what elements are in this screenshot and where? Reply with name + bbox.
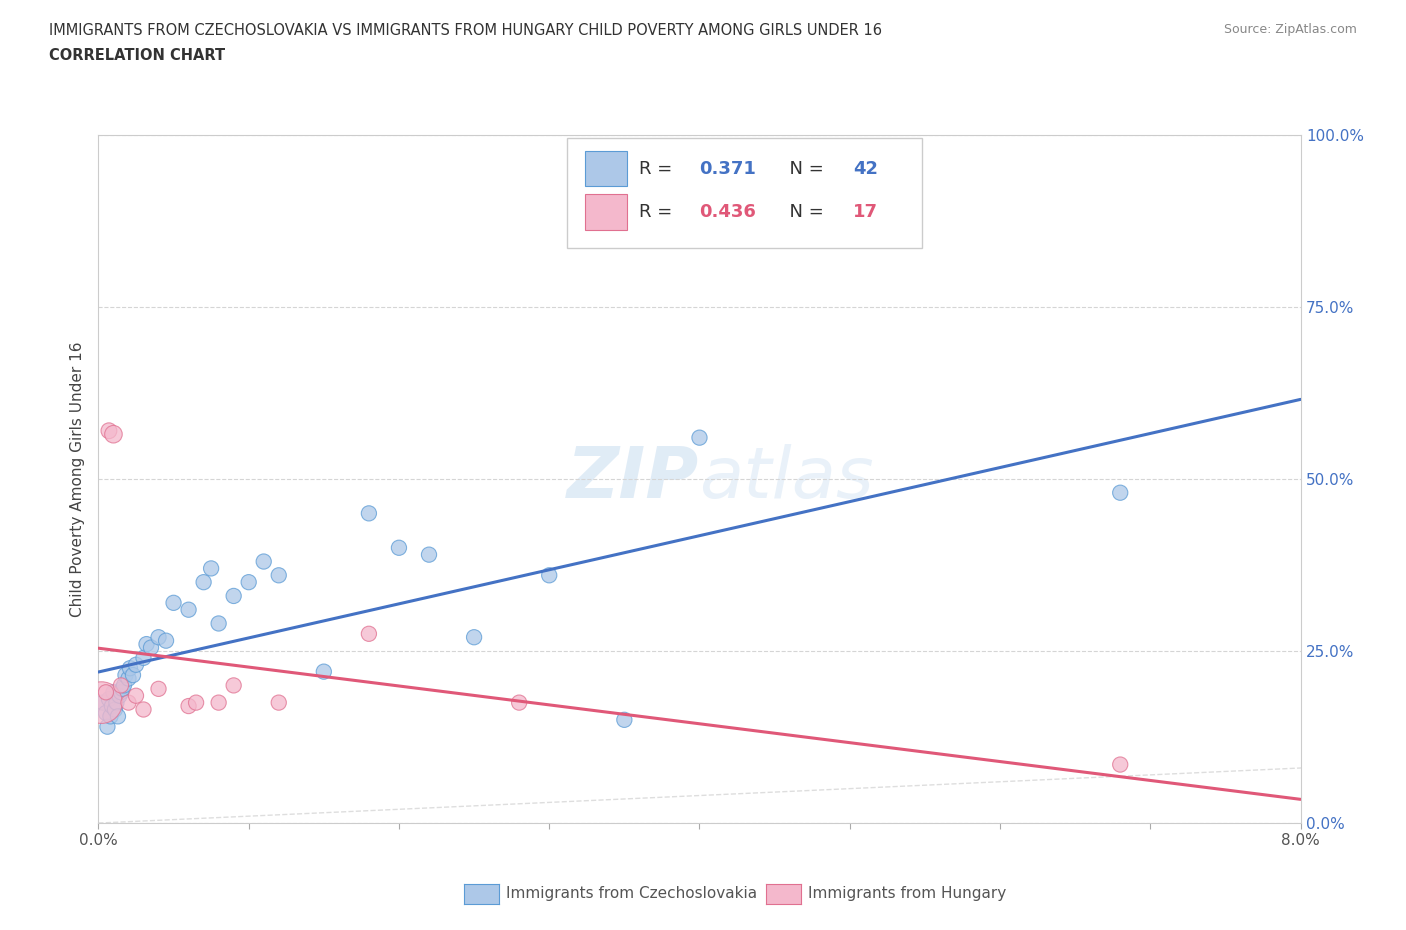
Point xyxy=(103,427,125,442)
Text: ZIP: ZIP xyxy=(567,445,700,513)
Point xyxy=(97,692,120,707)
Point xyxy=(200,561,222,576)
Text: R =: R = xyxy=(640,203,678,221)
FancyBboxPatch shape xyxy=(567,139,922,248)
Bar xyxy=(585,151,627,187)
Point xyxy=(177,698,200,713)
Text: 0.436: 0.436 xyxy=(700,203,756,221)
Point xyxy=(193,575,215,590)
Point xyxy=(148,630,170,644)
Y-axis label: Child Poverty Among Girls Under 16: Child Poverty Among Girls Under 16 xyxy=(70,341,86,617)
Point xyxy=(104,702,127,717)
Point xyxy=(94,684,117,699)
Text: N =: N = xyxy=(778,160,830,178)
Point xyxy=(312,664,335,679)
Point xyxy=(117,696,139,711)
Point xyxy=(222,678,245,693)
Point xyxy=(155,633,177,648)
Point xyxy=(90,696,112,711)
Point xyxy=(97,423,120,438)
Point xyxy=(253,554,276,569)
Point xyxy=(122,668,145,683)
Point xyxy=(125,658,148,672)
Point xyxy=(139,640,162,655)
Text: Source: ZipAtlas.com: Source: ZipAtlas.com xyxy=(1223,23,1357,36)
Point xyxy=(508,696,530,711)
Point xyxy=(103,684,125,699)
Text: Immigrants from Hungary: Immigrants from Hungary xyxy=(808,886,1007,901)
Point xyxy=(538,568,561,583)
Text: 0.371: 0.371 xyxy=(700,160,756,178)
Point xyxy=(132,702,155,717)
Point xyxy=(125,688,148,703)
Point xyxy=(267,696,290,711)
Point xyxy=(100,709,122,724)
Point xyxy=(96,719,118,734)
Point xyxy=(184,696,207,711)
Text: 17: 17 xyxy=(853,203,879,221)
Point xyxy=(135,637,157,652)
Point xyxy=(112,678,135,693)
Point xyxy=(110,684,132,699)
Point xyxy=(1109,485,1132,500)
Text: Immigrants from Czechoslovakia: Immigrants from Czechoslovakia xyxy=(506,886,758,901)
Point xyxy=(357,506,380,521)
Text: 42: 42 xyxy=(853,160,879,178)
Text: CORRELATION CHART: CORRELATION CHART xyxy=(49,48,225,63)
Point xyxy=(222,589,245,604)
Point xyxy=(357,627,380,642)
Point xyxy=(238,575,260,590)
Point xyxy=(267,568,290,583)
Point xyxy=(132,650,155,665)
Point xyxy=(208,616,231,631)
Point xyxy=(1109,757,1132,772)
Point xyxy=(94,706,117,721)
Point xyxy=(177,603,200,618)
Text: N =: N = xyxy=(778,203,830,221)
Point xyxy=(689,431,711,445)
Point xyxy=(613,712,636,727)
Point xyxy=(110,678,132,693)
Text: R =: R = xyxy=(640,160,678,178)
Text: IMMIGRANTS FROM CZECHOSLOVAKIA VS IMMIGRANTS FROM HUNGARY CHILD POVERTY AMONG GI: IMMIGRANTS FROM CZECHOSLOVAKIA VS IMMIGR… xyxy=(49,23,882,38)
Bar xyxy=(585,194,627,230)
Text: atlas: atlas xyxy=(700,445,875,513)
Point xyxy=(105,696,128,711)
Point xyxy=(91,696,114,711)
Point xyxy=(463,630,485,644)
Point xyxy=(418,547,440,562)
Point xyxy=(107,709,129,724)
Point xyxy=(388,540,411,555)
Point xyxy=(114,668,136,683)
Point xyxy=(108,688,131,703)
Point xyxy=(111,682,134,697)
Point xyxy=(118,660,141,675)
Point xyxy=(101,698,124,713)
Point xyxy=(162,595,184,610)
Point xyxy=(208,696,231,711)
Point xyxy=(148,682,170,697)
Point xyxy=(117,671,139,686)
